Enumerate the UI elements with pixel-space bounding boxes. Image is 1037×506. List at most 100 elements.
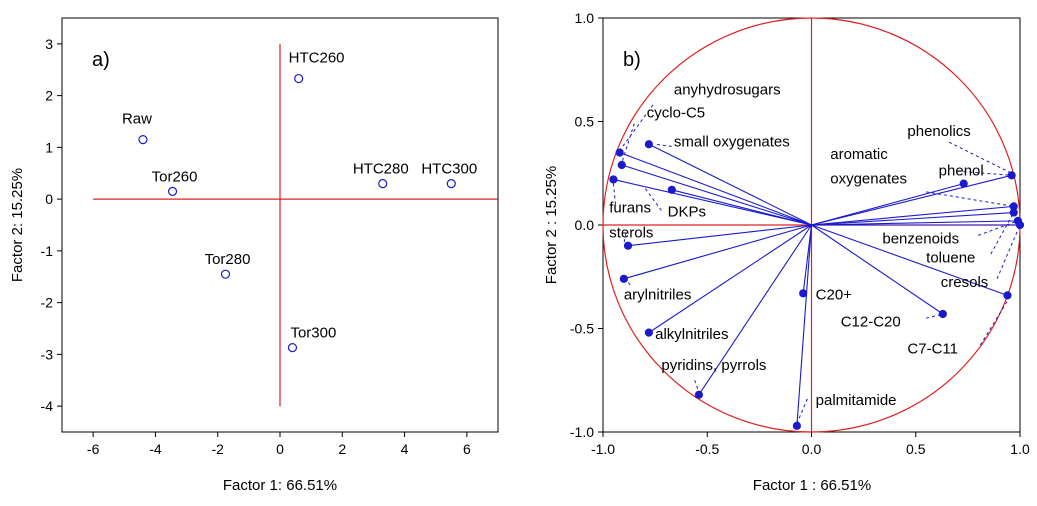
panel-a-xtick-label: 4	[401, 441, 409, 457]
panel-b-leader-line	[978, 220, 1019, 236]
panel-a-ylabel: Factor 2: 15.25%	[9, 168, 26, 282]
panel-b-variable-label: oxygenates	[830, 171, 907, 188]
panel-b-xlabel: Factor 1 : 66.51%	[753, 477, 871, 494]
panel-b-ytick-label: 0.0	[575, 217, 595, 233]
panel-b-variable-label: cresols	[941, 274, 989, 291]
panel-a-points: Raw Tor260 Tor280 Tor300 HTC260 HTC280 HTC300	[122, 50, 477, 353]
panel-b-vector	[613, 178, 812, 226]
panel-b-xtick-label: -1.0	[591, 441, 615, 457]
panel-b-vector	[627, 224, 812, 247]
panel-b-vector	[621, 164, 812, 226]
panel-a-xtick-label: 2	[338, 441, 346, 457]
panel-b-variable-label: pyridins, pyrrols	[661, 357, 766, 374]
panel-a-point-label: HTC300	[421, 161, 477, 178]
panel-b-point	[1003, 291, 1012, 300]
panel-b-label: b)	[623, 49, 641, 71]
panel-b-vector	[648, 224, 812, 334]
panel-b-point	[938, 309, 947, 319]
panel-b-vector	[698, 224, 812, 396]
panel-b-variable-label: cyclo-C5	[647, 104, 705, 121]
panel-b-point	[644, 328, 653, 337]
panel-b-variable-label: C7-C11	[907, 340, 958, 357]
panel-b-point	[619, 274, 628, 283]
panel-b-leader-line	[644, 187, 662, 211]
panel-b-leader-line	[996, 224, 1021, 280]
panel-a-xlabel: Factor 1: 66.51%	[223, 477, 337, 494]
panel-b-xtick-label: 0.0	[802, 441, 822, 457]
panel-b-variable-label: phenolics	[907, 123, 970, 140]
panel-b-variable-labels: anyhydrosugars cyclo-C5 small oxygenates ar…	[609, 82, 988, 410]
panel-b-vector	[811, 224, 1008, 296]
panel-b-point	[1007, 171, 1016, 180]
panel-b-loading-vectors	[613, 143, 1020, 426]
panel-a-point	[287, 343, 298, 353]
panel-b-xtick-label: -0.5	[695, 441, 719, 457]
panel-b-point	[1009, 208, 1018, 217]
panel-b-ytick-label: -0.5	[570, 321, 594, 337]
panel-b-point	[609, 175, 618, 184]
panel-a-zero-lines	[93, 43, 498, 407]
panel-b-ytick-label: -1.0	[570, 424, 594, 440]
panel-b-leader-line	[655, 143, 672, 147]
panel-b-variable-label: palmitamide	[816, 392, 897, 409]
panel-a-point	[378, 179, 388, 189]
panel-a: -6 -4 -2 0 2 4 6 3 2 1 0 -1 -2 -3 -4 Raw Tor260 Tor280 To…	[9, 17, 499, 494]
panel-a-point-label: HTC280	[353, 161, 409, 178]
panel-b-point	[799, 289, 808, 298]
panel-a-ytick-label: 0	[45, 191, 53, 207]
panel-a-label: a)	[92, 49, 110, 71]
panel-b-variable-label: aromatic	[830, 146, 888, 163]
panel-b-xtick-label: 1.0	[1010, 441, 1030, 457]
panel-b-point	[623, 241, 633, 250]
panel-b-point	[792, 421, 802, 430]
panel-a-xtick-label: -2	[211, 441, 224, 457]
panel-a-ticks: -6 -4 -2 0 2 4 6 3 2 1 0 -1 -2 -3 -4	[41, 36, 471, 457]
panel-b-variable-label: C12-C20	[841, 313, 901, 330]
panel-b-variable-label: furans	[609, 200, 651, 217]
panel-b-point	[644, 140, 653, 149]
panel-b-variable-label: small oxygenates	[674, 133, 790, 150]
panel-b-variable-label: benzenoids	[882, 231, 959, 248]
panel-a-ytick-label: -2	[41, 295, 54, 311]
panel-b-ylabel: Factor 2 : 15.25%	[543, 166, 560, 284]
panel-b-vector	[802, 224, 813, 294]
panel-b-variable-label: phenol	[939, 162, 984, 179]
panel-a-ytick-label: 2	[45, 88, 53, 104]
panel-b-vector	[648, 143, 812, 226]
panel-b-leader-lines	[612, 104, 1021, 424]
panel-a-xtick-label: 0	[276, 441, 284, 457]
panel-b-variable-label: anyhydrosugars	[674, 82, 781, 99]
panel-a-point-label: Raw	[122, 111, 152, 128]
panel-b-variable-label: toluene	[926, 249, 975, 266]
panel-b-leader-line	[621, 123, 635, 164]
panel-b-vector	[671, 189, 812, 226]
panel-b-vector	[619, 152, 812, 226]
panel-b-point	[1015, 220, 1025, 230]
panel-b-point	[617, 160, 626, 170]
panel-b-point	[615, 148, 624, 157]
panel-a-xtick-label: 6	[463, 441, 471, 457]
panel-a-ytick-label: -3	[41, 346, 54, 362]
panel-b-vector	[811, 220, 1018, 226]
panel-a-xtick-label: -6	[87, 441, 100, 457]
panel-a-point	[138, 135, 148, 145]
panel-a-point-label: Tor300	[290, 325, 336, 342]
panel-a-point	[446, 179, 456, 189]
panel-b-variable-label: sterols	[609, 224, 653, 241]
panel-b-point	[959, 179, 968, 188]
panel-b-leader-line	[623, 233, 627, 244]
panel-b-variable-label: arylnitriles	[624, 287, 692, 304]
panel-b-ytick-label: 0.5	[575, 114, 595, 130]
panel-b-vector	[811, 205, 1014, 226]
panel-a-point-label: HTC260	[289, 50, 345, 67]
panel-b-vector	[811, 224, 944, 315]
panel-b-leader-line	[694, 380, 700, 393]
panel-a-point-label: Tor260	[152, 168, 198, 185]
panel-a-point	[167, 186, 178, 196]
panel-b: -1.0 -0.5 0.0 0.5 1.0 1.0 0.5 0.0 -0.5 -1.0 anyhy…	[543, 10, 1030, 494]
panel-b-point	[667, 185, 676, 194]
panel-a-ytick-label: -4	[41, 398, 54, 414]
panel-b-vector	[811, 183, 964, 226]
